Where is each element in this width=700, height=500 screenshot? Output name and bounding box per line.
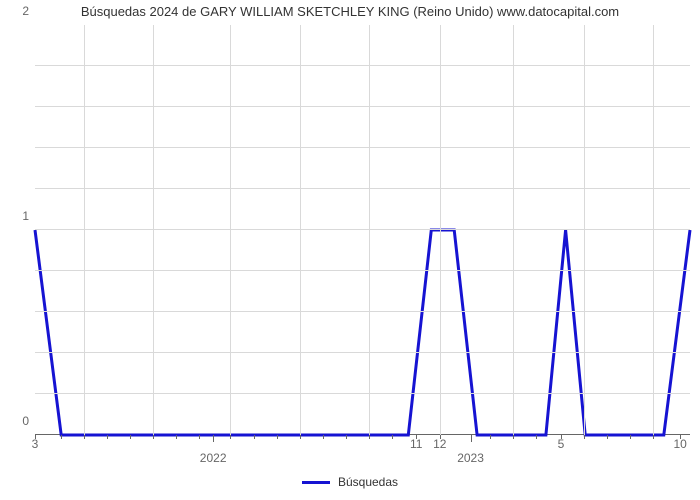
x-tick-minor bbox=[584, 435, 585, 439]
x-tick-minor bbox=[323, 435, 324, 439]
gridline-h bbox=[35, 270, 690, 271]
x-tick-minor bbox=[176, 435, 177, 439]
x-tick-minor bbox=[199, 435, 200, 439]
x-tick-minor bbox=[653, 435, 654, 439]
x-tick-minor-label: 10 bbox=[673, 437, 686, 451]
x-tick-minor bbox=[369, 435, 370, 439]
gridline-h bbox=[35, 393, 690, 394]
x-tick-minor bbox=[607, 435, 608, 439]
x-tick-minor bbox=[153, 435, 154, 439]
y-tick-label: 0 bbox=[22, 414, 29, 428]
plot-area: 0123111251020222023 bbox=[35, 25, 690, 435]
legend: Búsquedas bbox=[0, 475, 700, 489]
gridline-h bbox=[35, 352, 690, 353]
gridline-h bbox=[35, 311, 690, 312]
gridline-h bbox=[35, 229, 690, 230]
x-tick-minor bbox=[536, 435, 537, 439]
x-tick-minor bbox=[513, 435, 514, 439]
x-tick-minor bbox=[277, 435, 278, 439]
gridline-v bbox=[513, 25, 514, 435]
x-tick-minor-label: 11 bbox=[410, 437, 422, 451]
line-series bbox=[35, 25, 690, 435]
x-tick-minor bbox=[130, 435, 131, 439]
gridline-v bbox=[369, 25, 370, 435]
x-tick-minor bbox=[61, 435, 62, 439]
x-tick-minor bbox=[346, 435, 347, 439]
y-tick-label: 2 bbox=[22, 4, 29, 18]
x-tick-minor-label: 5 bbox=[558, 437, 565, 451]
x-tick-minor bbox=[84, 435, 85, 439]
x-tick-major-label: 2022 bbox=[200, 451, 227, 465]
x-tick-major-label: 2023 bbox=[457, 451, 484, 465]
x-tick-minor bbox=[630, 435, 631, 439]
x-tick-major bbox=[471, 435, 472, 442]
gridline-v bbox=[584, 25, 585, 435]
x-tick-minor bbox=[300, 435, 301, 439]
gridline-h bbox=[35, 147, 690, 148]
legend-swatch bbox=[302, 481, 330, 484]
x-tick-minor bbox=[392, 435, 393, 439]
gridline-v bbox=[653, 25, 654, 435]
gridline-v bbox=[230, 25, 231, 435]
gridline-h bbox=[35, 106, 690, 107]
gridline-h bbox=[35, 188, 690, 189]
y-tick-label: 1 bbox=[22, 209, 29, 223]
x-tick-minor bbox=[107, 435, 108, 439]
gridline-v bbox=[153, 25, 154, 435]
x-tick-minor bbox=[230, 435, 231, 439]
x-tick-minor-label: 12 bbox=[433, 437, 446, 451]
legend-label: Búsquedas bbox=[338, 475, 398, 489]
x-tick-minor bbox=[490, 435, 491, 439]
gridline-v bbox=[84, 25, 85, 435]
x-tick-minor-label: 3 bbox=[32, 437, 39, 451]
gridline-v bbox=[300, 25, 301, 435]
chart-title: Búsquedas 2024 de GARY WILLIAM SKETCHLEY… bbox=[0, 4, 700, 19]
x-tick-minor bbox=[254, 435, 255, 439]
x-tick-major bbox=[213, 435, 214, 442]
gridline-v bbox=[440, 25, 441, 435]
gridline-h bbox=[35, 65, 690, 66]
